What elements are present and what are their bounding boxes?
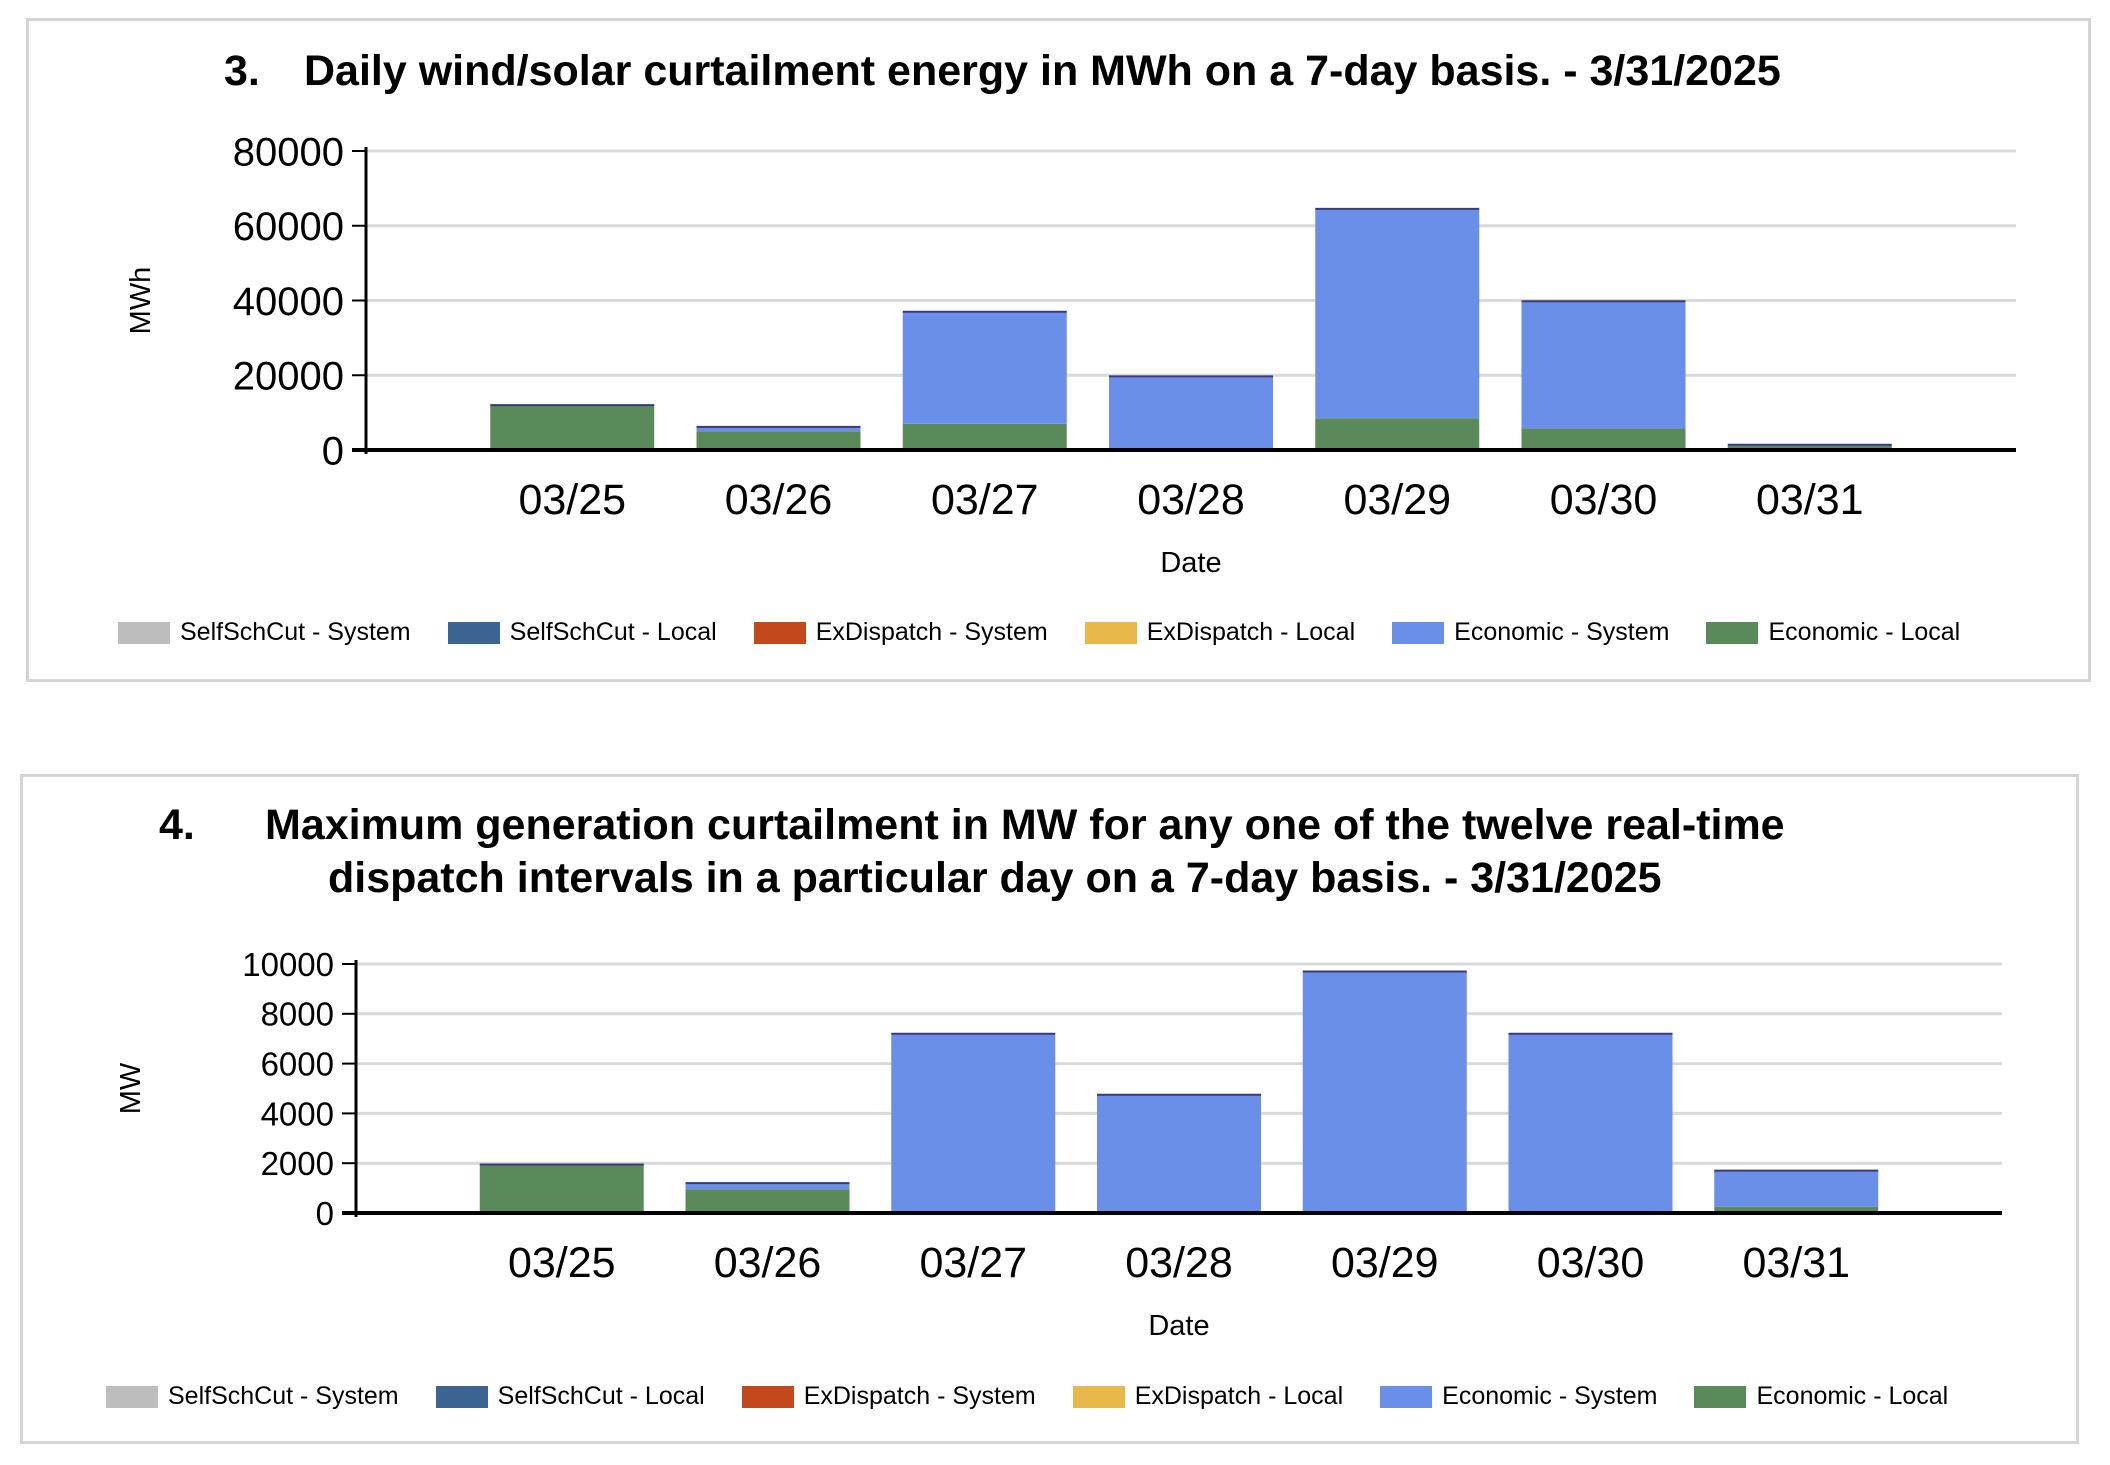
legend-item: Economic - System — [1380, 1382, 1657, 1411]
x-tick-label: 03/25 — [518, 476, 626, 524]
legend-label: Economic - System — [1442, 1382, 1658, 1410]
bar-segment — [1302, 971, 1467, 1213]
x-tick-label: 03/29 — [1331, 1239, 1439, 1287]
bar-segment — [1714, 1170, 1879, 1207]
bar-segment — [902, 423, 1067, 450]
energy-chart: 80000 60000 40000 20000 0 03/25 03/26 03/27 03/2… — [125, 130, 2016, 579]
chart-title-number: 4. — [159, 801, 195, 849]
bar-segment — [685, 1189, 850, 1213]
x-axis-label: Date — [1160, 547, 1221, 579]
legend-swatch — [447, 621, 500, 644]
chart-title: Daily wind/solar curtailment energy in M… — [304, 47, 1781, 95]
legend-swatch — [1694, 1385, 1747, 1408]
bar-segment — [1315, 418, 1480, 450]
x-tick-label: 03/28 — [1125, 1239, 1233, 1287]
legend-label: SelfSchCut - System — [180, 618, 411, 646]
legend-label: Economic - Local — [1756, 1382, 1949, 1410]
y-tick-label: 4000 — [261, 1095, 334, 1132]
y-tick-label: 40000 — [233, 280, 344, 324]
chart-title-line-1: Maximum generation curtailment in MW for… — [265, 801, 1785, 849]
y-tick-label: 20000 — [233, 355, 344, 399]
legend-swatch — [1380, 1385, 1433, 1408]
chart-legend: SelfSchCut - System SelfSchCut - Local ExD… — [106, 1382, 1985, 1411]
y-tick-label: 0 — [316, 1195, 334, 1232]
bar-segment — [1521, 428, 1686, 450]
legend-item: SelfSchCut - Local — [435, 1382, 705, 1411]
legend-item: Economic - Local — [1706, 618, 1960, 647]
chart-title-line-2: dispatch intervals in a particular day o… — [328, 854, 1662, 902]
x-tick-label: 03/27 — [931, 476, 1039, 524]
x-tick-label: 03/28 — [1137, 476, 1245, 524]
bar-segment — [1097, 1094, 1261, 1213]
legend-item: ExDispatch - Local — [1084, 618, 1356, 647]
legend-swatch — [741, 1385, 794, 1408]
legend-swatch — [106, 1385, 158, 1408]
legend-label: Economic - Local — [1768, 618, 1961, 646]
x-tick-label: 03/30 — [1537, 1239, 1645, 1287]
x-tick-label: 03/31 — [1756, 476, 1864, 524]
legend-item: ExDispatch - System — [741, 1382, 1036, 1411]
legend-swatch — [1084, 621, 1137, 644]
x-tick-label: 03/30 — [1550, 476, 1658, 524]
y-axis-label: MW — [115, 1062, 147, 1114]
legend-swatch — [118, 621, 170, 644]
y-tick-label: 8000 — [261, 996, 334, 1033]
x-tick-label: 03/27 — [919, 1239, 1027, 1287]
legend-item: ExDispatch - Local — [1072, 1382, 1344, 1411]
bar-segment — [891, 1033, 1056, 1213]
legend-item: SelfSchCut - Local — [447, 618, 717, 647]
bar-segment — [696, 431, 861, 450]
y-tick-label: 60000 — [233, 205, 344, 249]
bar-segment — [685, 1183, 850, 1190]
bar-segment — [479, 1164, 644, 1213]
bar-segment — [1315, 208, 1480, 419]
legend-swatch — [1072, 1385, 1125, 1408]
legend-item: SelfSchCut - System — [106, 1382, 399, 1411]
y-tick-label: 6000 — [261, 1045, 334, 1082]
legend-label: SelfSchCut - System — [168, 1382, 399, 1410]
bar-segment — [1714, 1206, 1879, 1213]
bar-segment — [1727, 445, 1892, 450]
legend-label: SelfSchCut - Local — [497, 1382, 705, 1410]
legend-item: SelfSchCut - System — [118, 618, 411, 647]
y-tick-label: 2000 — [261, 1145, 334, 1182]
legend-item: ExDispatch - System — [753, 618, 1048, 647]
chart-title-number: 3. — [224, 47, 260, 95]
legend-label: Economic - System — [1454, 618, 1670, 646]
y-tick-label: 10000 — [242, 946, 334, 983]
legend-label: ExDispatch - Local — [1134, 1382, 1344, 1410]
bar-segment — [696, 426, 861, 432]
x-tick-label: 03/29 — [1343, 476, 1451, 524]
y-tick-label: 0 — [322, 429, 344, 473]
bar-segment — [490, 405, 655, 450]
legend-item: Economic - Local — [1694, 1382, 1948, 1411]
bar-segment — [1521, 301, 1686, 429]
legend-label: SelfSchCut - Local — [509, 618, 717, 646]
legend-label: ExDispatch - System — [815, 618, 1048, 646]
x-tick-label: 03/26 — [714, 1239, 822, 1287]
bar-segment — [1109, 376, 1273, 450]
y-tick-label: 80000 — [233, 130, 344, 174]
legend-swatch — [753, 621, 806, 644]
bar-segment — [902, 311, 1067, 424]
legend-label: ExDispatch - Local — [1146, 618, 1356, 646]
legend-item: Economic - System — [1392, 618, 1669, 647]
x-tick-label: 03/25 — [508, 1239, 616, 1287]
x-tick-label: 03/26 — [725, 476, 833, 524]
x-axis-label: Date — [1148, 1310, 1209, 1342]
x-tick-label: 03/31 — [1742, 1239, 1850, 1287]
legend-label: ExDispatch - System — [803, 1382, 1036, 1410]
legend-swatch — [1392, 621, 1445, 644]
legend-swatch — [1706, 621, 1759, 644]
bar-segment — [1508, 1033, 1673, 1213]
legend-swatch — [435, 1385, 488, 1408]
chart-legend: SelfSchCut - System SelfSchCut - Local ExD… — [118, 618, 1997, 647]
y-axis-label: MWh — [125, 267, 157, 335]
